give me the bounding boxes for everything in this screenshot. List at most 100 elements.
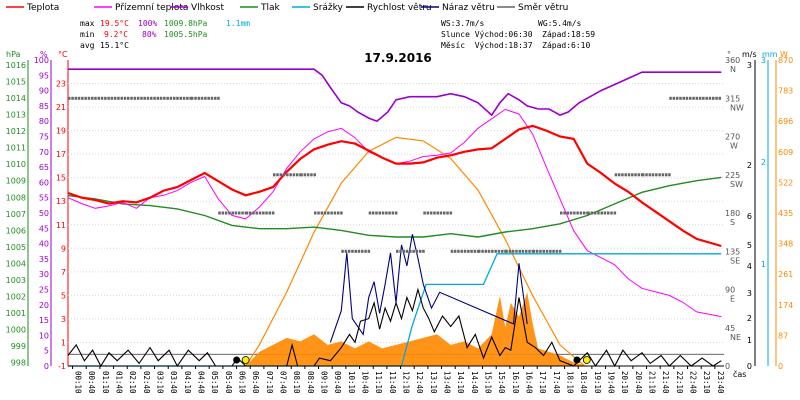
pct-tick-label: 80 xyxy=(39,117,49,126)
x-tick-label: 04:10 xyxy=(183,371,192,394)
wind-direction-mark xyxy=(560,211,563,215)
wind-direction-mark xyxy=(675,96,679,100)
wind-direction-mark xyxy=(712,96,715,100)
wind-direction-mark xyxy=(94,96,97,100)
wind-direction-mark xyxy=(453,249,457,253)
wind-direction-mark xyxy=(545,249,549,253)
x-tick-label: 01:10 xyxy=(101,371,110,394)
stats-ws: WS:3.7m/s xyxy=(441,19,485,28)
wind-direction-mark xyxy=(100,96,104,100)
wind-direction-mark xyxy=(637,173,641,177)
stats-max-press: 1009.8hPa xyxy=(164,19,208,28)
wind-direction-mark xyxy=(532,249,536,253)
wind-direction-mark xyxy=(539,249,542,253)
wind-direction-mark xyxy=(218,211,221,215)
wind-gust-line xyxy=(329,234,528,343)
pct-tick-label: 65 xyxy=(39,163,49,172)
wind-direction-mark xyxy=(87,96,91,100)
pct-tick-label: 40 xyxy=(39,240,49,249)
c-tick-label: 9 xyxy=(61,244,66,253)
wind-direction-mark xyxy=(511,249,515,253)
x-tick-label: 00:40 xyxy=(87,371,96,394)
legend-label-srazky: Srážky xyxy=(313,3,344,13)
wind-direction-mark xyxy=(320,211,324,215)
x-tick-label: 10:10 xyxy=(347,371,356,394)
wind-direction-mark xyxy=(600,211,603,215)
wind-direction-mark xyxy=(473,249,477,253)
wind-direction-mark xyxy=(189,96,192,100)
pct-tick-label: 90 xyxy=(39,87,49,96)
wind-direction-mark xyxy=(150,96,153,100)
wind-direction-mark xyxy=(607,211,610,215)
wind-direction-mark xyxy=(621,173,624,177)
wind-direction-mark xyxy=(357,249,361,253)
wind-direction-mark xyxy=(597,211,600,215)
ms-unit-label: m/s xyxy=(742,50,757,59)
wind-direction-mark xyxy=(204,96,207,100)
hpa-tick-label: 1016 xyxy=(6,61,26,70)
wind-direction-mark xyxy=(381,211,385,215)
sunrise-marker xyxy=(241,356,250,364)
axis-units: hPa % °C ° m/s mm W xyxy=(6,50,788,59)
wind-direction-mark xyxy=(689,96,692,100)
wind-direction-mark xyxy=(327,211,330,215)
wind-direction-mark xyxy=(113,96,117,100)
wind-direction-mark xyxy=(143,96,146,100)
stats-max-hum: 100% xyxy=(138,19,157,28)
hpa-tick-label: 1009 xyxy=(6,177,26,186)
ms-tick-label: 5 xyxy=(747,241,752,250)
humidity-line xyxy=(68,68,722,123)
wind-direction-mark xyxy=(558,249,562,253)
wind-direction-mark xyxy=(603,211,607,215)
wind-direction-mark xyxy=(340,211,343,215)
w-tick-label: 609 xyxy=(778,148,793,157)
wind-direction-mark xyxy=(449,211,453,215)
x-tick-label: 09:10 xyxy=(320,371,329,394)
stats-avg-temp: 15.1°C xyxy=(100,41,129,50)
wind-direction-mark xyxy=(478,249,481,253)
w-tick-label: 783 xyxy=(778,87,793,96)
hpa-unit-label: hPa xyxy=(6,50,21,59)
wind-direction-mark xyxy=(508,249,512,253)
wind-direction-mark xyxy=(241,211,244,215)
hpa-tick-label: 1012 xyxy=(6,127,26,136)
wind-direction-mark xyxy=(682,96,685,100)
pct-tick-label: 70 xyxy=(39,148,49,157)
wind-direction-mark xyxy=(117,96,120,100)
wind-direction-mark xyxy=(487,249,491,253)
x-tick-label: 17:10 xyxy=(538,371,547,394)
pct-tick-label: 25 xyxy=(39,286,49,295)
wind-direction-mark xyxy=(323,211,327,215)
sunset-marker xyxy=(582,356,591,364)
wind-direction-mark xyxy=(207,96,210,100)
wind-direction-mark xyxy=(661,173,665,177)
solar-theoretical-line xyxy=(245,136,585,367)
wind-direction-mark xyxy=(344,249,348,253)
wind-direction-mark xyxy=(265,211,268,215)
wind-direction-mark xyxy=(77,96,81,100)
dir-tick-label: W xyxy=(730,142,738,151)
wind-direction-mark xyxy=(528,249,531,253)
wind-direction-mark xyxy=(450,249,454,253)
wind-direction-mark xyxy=(518,249,521,253)
wind-direction-mark xyxy=(457,249,460,253)
hpa-tick-label: 1001 xyxy=(6,309,26,318)
wind-direction-mark xyxy=(347,249,351,253)
wind-direction-mark xyxy=(217,96,220,100)
deg-tick-label: 225 xyxy=(725,171,740,180)
x-tick-label: 23:40 xyxy=(716,371,725,394)
wind-direction-mark xyxy=(186,96,189,100)
dir-tick-label: NW xyxy=(730,103,744,112)
ms-tick-label: 3 xyxy=(747,61,752,70)
wind-direction-mark xyxy=(409,249,412,253)
x-tick-label: 16:10 xyxy=(511,371,520,394)
wind-direction-mark xyxy=(286,173,289,177)
stats-avg-label: avg xyxy=(80,41,95,50)
axis-ticks: 2321191715131197531-11016101510141013101… xyxy=(6,56,794,371)
temperature-line xyxy=(67,124,722,248)
wind-direction-mark xyxy=(436,211,439,215)
pct-tick-label: 15 xyxy=(39,316,49,325)
wind-direction-mark xyxy=(470,249,473,253)
x-tick-label: 10:40 xyxy=(361,371,370,394)
x-tick-label: 05:10 xyxy=(210,371,219,394)
